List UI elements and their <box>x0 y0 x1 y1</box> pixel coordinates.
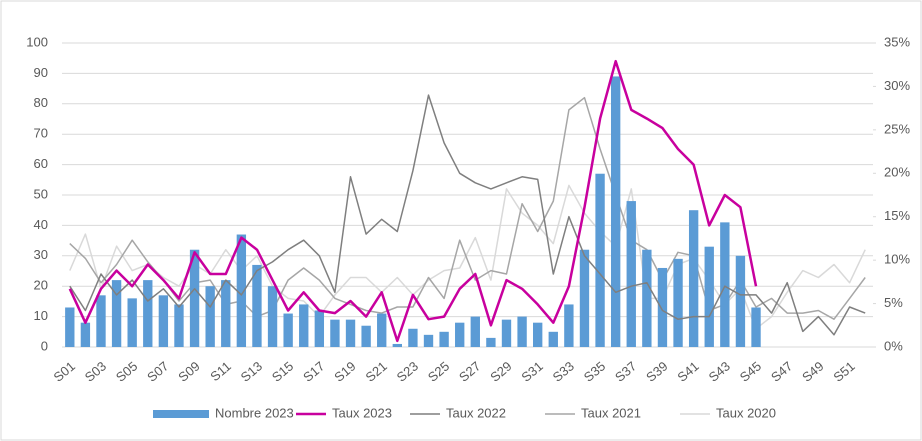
line <box>69 184 866 330</box>
y-tick-label: 30 <box>34 247 48 262</box>
bar <box>252 264 262 347</box>
legend-label: Taux 2021 <box>581 405 641 420</box>
bar <box>626 201 636 347</box>
bar <box>111 280 122 347</box>
bar <box>80 322 91 347</box>
legend-label: Taux 2020 <box>716 405 776 420</box>
bar <box>657 267 668 347</box>
y-tick-label: 70 <box>34 126 48 141</box>
y2-tick-label: 10% <box>884 252 910 267</box>
bar <box>423 334 434 347</box>
y2-tick-label: 30% <box>884 78 910 93</box>
bar <box>673 258 683 347</box>
bar <box>377 313 387 347</box>
bar <box>267 286 278 347</box>
y-tick-label: 20 <box>34 278 48 293</box>
bar <box>330 319 340 347</box>
bar <box>579 249 590 347</box>
line <box>69 94 866 336</box>
bar <box>127 298 137 347</box>
y-tick-label: 10 <box>34 308 48 323</box>
bar <box>361 325 371 347</box>
legend-swatch <box>153 410 209 418</box>
y-tick-label: 0 <box>41 338 48 353</box>
bar <box>392 343 402 347</box>
bar <box>533 322 543 347</box>
bar <box>470 316 480 347</box>
bar <box>486 337 496 347</box>
bar <box>143 280 153 347</box>
legend-label: Taux 2022 <box>446 405 506 420</box>
bar <box>501 319 512 347</box>
y2-tick-label: 35% <box>884 34 910 49</box>
bar <box>236 234 247 347</box>
bar <box>299 304 309 347</box>
bar <box>720 222 730 347</box>
line <box>68 59 758 343</box>
bar <box>548 331 558 347</box>
bar <box>595 173 605 347</box>
bar <box>517 316 527 347</box>
y-tick-label: 40 <box>34 217 48 232</box>
legend-label: Taux 2023 <box>332 405 392 420</box>
bar <box>439 331 449 347</box>
y-tick-label: 90 <box>34 65 48 80</box>
y2-tick-label: 25% <box>884 121 910 136</box>
bar <box>564 304 574 347</box>
bar <box>96 295 106 347</box>
y-tick-label: 60 <box>34 156 48 171</box>
y2-tick-label: 20% <box>884 165 910 180</box>
bar <box>751 307 761 347</box>
bar <box>345 319 356 347</box>
bar <box>283 313 293 347</box>
y-tick-label: 80 <box>34 95 48 110</box>
bar <box>65 307 75 347</box>
bar <box>610 76 621 347</box>
bar <box>408 328 418 347</box>
bar <box>174 304 184 347</box>
legend-label: Nombre 2023 <box>215 405 294 420</box>
y2-tick-label: 0% <box>884 338 903 353</box>
bar <box>704 246 714 347</box>
bar <box>735 255 746 347</box>
y2-tick-label: 5% <box>884 295 903 310</box>
bar <box>688 210 699 347</box>
bar <box>205 286 215 347</box>
y-tick-label: 50 <box>34 186 48 201</box>
bar <box>642 249 652 347</box>
bar <box>455 322 465 347</box>
bar <box>221 280 231 347</box>
line <box>69 96 866 320</box>
y2-tick-label: 15% <box>884 208 910 223</box>
bar <box>158 295 169 347</box>
bar <box>189 249 200 347</box>
bar <box>314 310 325 347</box>
y-tick-label: 100 <box>26 34 48 49</box>
